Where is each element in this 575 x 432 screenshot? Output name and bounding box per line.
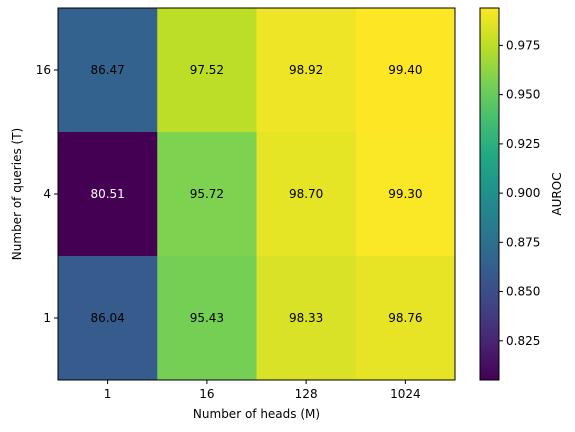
x-tick-label: 16: [199, 387, 214, 401]
colorbar-tick-label: 0.875: [506, 235, 540, 249]
colorbar-tick-label: 0.925: [506, 137, 540, 151]
cell-value-label: 80.51: [90, 187, 124, 201]
heatmap-cell: [157, 132, 257, 257]
x-tick-label: 1: [104, 387, 112, 401]
heatmap-cells: 86.47 97.52 98.92 99.40 80.51 95.72 98.70 99.30…: [58, 8, 456, 381]
cell-value-label: 99.40: [388, 63, 422, 77]
cell-value-label: 95.43: [190, 311, 224, 325]
x-axis-title: Number of heads (M): [193, 407, 320, 421]
colorbar-label: AUROC: [550, 172, 564, 215]
heatmap-cell: [58, 256, 158, 381]
heatmap-cell: [58, 8, 158, 133]
y-tick-label: 4: [43, 187, 51, 201]
cell-value-label: 86.47: [90, 63, 124, 77]
heatmap-cell: [157, 8, 257, 133]
heatmap-cell: [256, 8, 357, 133]
cell-value-label: 97.52: [190, 63, 224, 77]
heatmap-cell: [256, 256, 357, 381]
cell-value-label: 98.92: [289, 63, 323, 77]
colorbar-tick-label: 0.975: [506, 38, 540, 52]
cell-value-label: 99.30: [388, 187, 422, 201]
x-tick-label: 128: [295, 387, 318, 401]
heatmap-cell: [58, 132, 158, 257]
cell-value-label: 98.76: [388, 311, 422, 325]
cell-value-label: 95.72: [190, 187, 224, 201]
colorbar-tick-label: 0.825: [506, 334, 540, 348]
colorbar-gradient: [479, 7, 500, 381]
heatmap-cell: [157, 256, 257, 381]
cell-value-label: 86.04: [90, 311, 124, 325]
colorbar-tick-label: 0.900: [506, 186, 540, 200]
cell-value-label: 98.70: [289, 187, 323, 201]
y-tick-label: 16: [36, 63, 51, 77]
heatmap-cell: [355, 256, 456, 381]
colorbar: 0.825 0.850 0.875 0.900 0.925 0.950 0.975 AURO…: [479, 7, 564, 381]
cell-value-label: 98.33: [289, 311, 323, 325]
x-tick-label: 1024: [390, 387, 421, 401]
heatmap-cell: [355, 8, 456, 133]
heatmap-cell: [355, 132, 456, 257]
x-axis: 1 16 128 1024: [104, 380, 421, 401]
colorbar-tick-label: 0.950: [506, 88, 540, 102]
y-axis-title: Number of queries (T): [10, 128, 24, 260]
y-tick-label: 1: [43, 311, 51, 325]
heatmap-cell: [256, 132, 357, 257]
colorbar-tick-label: 0.850: [506, 285, 540, 299]
colorbar-ticks: 0.825 0.850 0.875 0.900 0.925 0.950 0.975: [499, 38, 540, 348]
